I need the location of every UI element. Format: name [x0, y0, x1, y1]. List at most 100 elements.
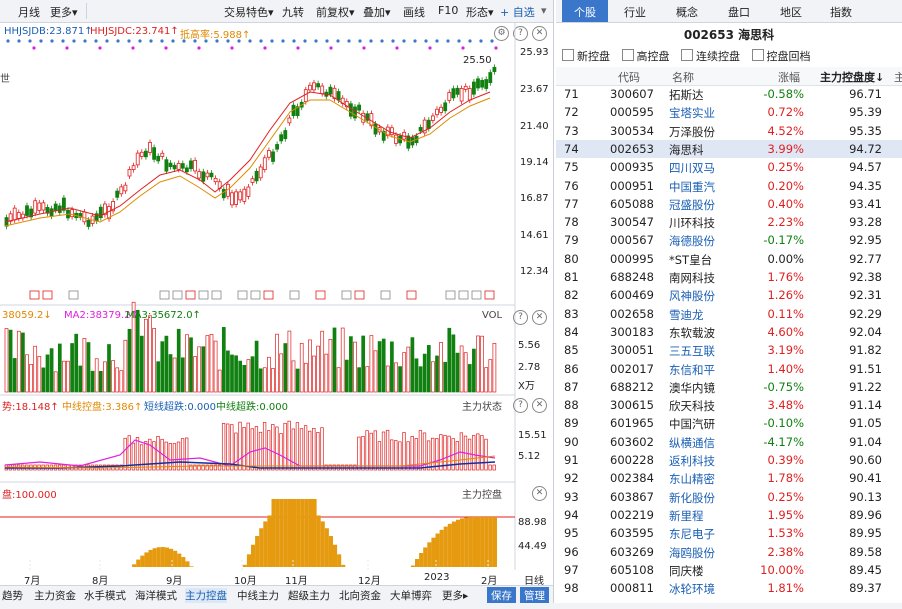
more-button[interactable]: 更多▾ [50, 6, 78, 19]
table-row[interactable]: 96 603269 海鸥股份 2.38% 89.58 [556, 543, 902, 561]
forward-adjust-button[interactable]: 前复权▾ [316, 6, 355, 19]
chart-canvas[interactable] [0, 0, 553, 585]
help-icon[interactable]: ? [513, 26, 528, 41]
vol-legend-ma3: MA3:35672.0↑ [126, 310, 201, 321]
monthly-button[interactable]: 月线 [18, 6, 40, 19]
table-row[interactable]: 92 002384 东山精密 1.78% 90.41 [556, 469, 902, 487]
table-row[interactable]: 86 002017 东信和平 1.40% 91.51 [556, 360, 902, 378]
price-tick: 19.14 [520, 157, 549, 168]
tab-stock[interactable]: 个股 [562, 0, 608, 22]
tab-super-main[interactable]: 超级主力 [288, 590, 330, 602]
date-tick: 7月 [24, 576, 41, 587]
tab-main-funds[interactable]: 主力资金 [34, 590, 76, 602]
tab-index[interactable]: 指数 [830, 6, 852, 19]
table-row[interactable]: 98 000811 冰轮环境 1.81% 89.37 [556, 579, 902, 597]
score-bar [468, 517, 473, 567]
table-row[interactable]: 74 002653 海思科 3.99% 94.72 [556, 139, 902, 158]
checkbox-icon[interactable] [621, 49, 634, 61]
table-row[interactable]: 79 000567 海德股份 -0.17% 92.95 [556, 231, 902, 249]
score-bar [292, 499, 297, 567]
volume-bar [472, 348, 476, 393]
table-row[interactable]: 76 000951 中国重汽 0.20% 94.35 [556, 177, 902, 195]
table-row[interactable]: 82 600469 风神股份 1.26% 92.31 [556, 286, 902, 304]
checkbox-icon[interactable] [562, 49, 574, 61]
close-icon[interactable]: ✕ [532, 310, 547, 325]
table-row[interactable]: 78 300547 川环科技 2.23% 93.28 [556, 213, 902, 231]
tab-large-orders[interactable]: 大单博弈 [390, 590, 432, 602]
tab-sailor-mode[interactable]: 水手模式 [84, 590, 126, 602]
col-control-degree[interactable]: 主力控盘度↓ [820, 71, 885, 84]
table-row[interactable]: 85 300051 三五互联 3.19% 91.82 [556, 341, 902, 359]
annotation-badge [484, 290, 495, 300]
close-icon[interactable]: ✕ [532, 486, 547, 501]
gear-icon[interactable]: ⚙ [494, 26, 509, 41]
tab-concept[interactable]: 概念 [676, 6, 698, 19]
table-row[interactable]: 81 688248 南网科技 1.76% 92.38 [556, 268, 902, 286]
stock-control-degree: 92.29 [849, 306, 882, 321]
checkbox-icon[interactable] [681, 49, 693, 61]
price-candle [156, 155, 161, 162]
tab-order-book[interactable]: 盘口 [728, 6, 750, 19]
score-bar [148, 549, 153, 567]
tab-region[interactable]: 地区 [780, 6, 802, 19]
tab-midline-main[interactable]: 中线主力 [237, 590, 279, 602]
col-name[interactable]: 名称 [672, 71, 694, 84]
stock-name: 海鸥股份 [669, 545, 715, 560]
filter-new-control[interactable]: 新控盘 [562, 49, 610, 63]
nine-turn-button[interactable]: 九转 [282, 6, 304, 19]
tab-trend[interactable]: 趋势 [2, 590, 23, 602]
overlay-button[interactable]: 叠加▾ [363, 6, 391, 19]
table-row[interactable]: 77 605088 冠盛股份 0.40% 93.41 [556, 195, 902, 213]
col-more[interactable]: 主 [894, 71, 902, 84]
score-bar [255, 536, 260, 567]
table-row[interactable]: 93 603867 新化股份 0.25% 90.13 [556, 488, 902, 506]
manage-button[interactable]: 管理 [520, 587, 549, 604]
pattern-button[interactable]: 形态▾ [466, 6, 494, 19]
tab-northbound[interactable]: 北向资金 [339, 590, 381, 602]
table-row[interactable]: 83 002658 雪迪龙 0.11% 92.29 [556, 305, 902, 323]
table-row[interactable]: 80 000995 *ST皇台 0.00% 92.77 [556, 250, 902, 268]
tab-more[interactable]: 更多▸ [442, 590, 469, 602]
tab-industry[interactable]: 行业 [624, 6, 646, 19]
filter-high-control[interactable]: 高控盘 [621, 49, 670, 63]
filter-continuous-control[interactable]: 连续控盘 [681, 49, 740, 63]
f10-button[interactable]: F10 [438, 4, 459, 17]
filter-pullback[interactable]: 控盘回档 [751, 49, 811, 63]
table-row[interactable]: 97 605108 同庆楼 10.00% 89.45 [556, 561, 902, 579]
table-row[interactable]: 90 603602 纵横通信 -4.17% 91.04 [556, 433, 902, 451]
help-icon[interactable]: ? [513, 310, 528, 325]
save-button[interactable]: 保存 [487, 587, 516, 604]
add-watchlist-button[interactable]: + 自选 [500, 6, 535, 19]
price-candle [344, 101, 349, 108]
volume-bar [148, 315, 152, 393]
table-row[interactable]: 84 300183 东软载波 4.60% 92.04 [556, 323, 902, 341]
price-candle [266, 150, 271, 158]
checkbox-icon[interactable] [751, 49, 764, 61]
tab-ocean-mode[interactable]: 海洋模式 [135, 590, 177, 602]
volume-bar [78, 365, 83, 393]
col-code[interactable]: 代码 [618, 71, 640, 84]
table-row[interactable]: 95 603595 东尼电子 1.53% 89.95 [556, 524, 902, 542]
draw-line-button[interactable]: 画线 [403, 6, 425, 19]
table-row[interactable]: 88 300615 欣天科技 3.48% 91.14 [556, 396, 902, 414]
table-row[interactable]: 75 000935 四川双马 0.25% 94.57 [556, 158, 902, 176]
volume-bar [308, 339, 312, 393]
close-icon[interactable]: ✕ [532, 26, 547, 41]
price-candle [283, 130, 288, 140]
help-icon[interactable]: ? [513, 398, 528, 413]
close-icon[interactable]: ✕ [532, 398, 547, 413]
trading-feature-button[interactable]: 交易特色▾ [224, 6, 274, 19]
table-row[interactable]: 89 601965 中国汽研 -0.10% 91.05 [556, 414, 902, 432]
table-row[interactable]: 91 600228 返利科技 0.39% 90.60 [556, 451, 902, 469]
row-index: 76 [564, 178, 579, 193]
table-row[interactable]: 94 002219 新里程 1.95% 89.96 [556, 506, 902, 524]
score-bar [337, 554, 342, 567]
table-row[interactable]: 73 300534 万泽股份 4.52% 95.35 [556, 122, 902, 140]
table-row[interactable]: 87 688212 澳华内镜 -0.75% 91.22 [556, 378, 902, 396]
tab-main-control[interactable]: 主力控盘 [185, 588, 227, 603]
col-change[interactable]: 涨幅 [778, 71, 800, 84]
table-row[interactable]: 71 300607 拓斯达 -0.58% 96.71 [556, 85, 902, 103]
table-row[interactable]: 72 000595 宝塔实业 0.72% 95.39 [556, 103, 902, 121]
period-label[interactable]: 日线 [524, 576, 544, 587]
watchlist-dropdown-button[interactable]: ▾ [541, 4, 547, 17]
